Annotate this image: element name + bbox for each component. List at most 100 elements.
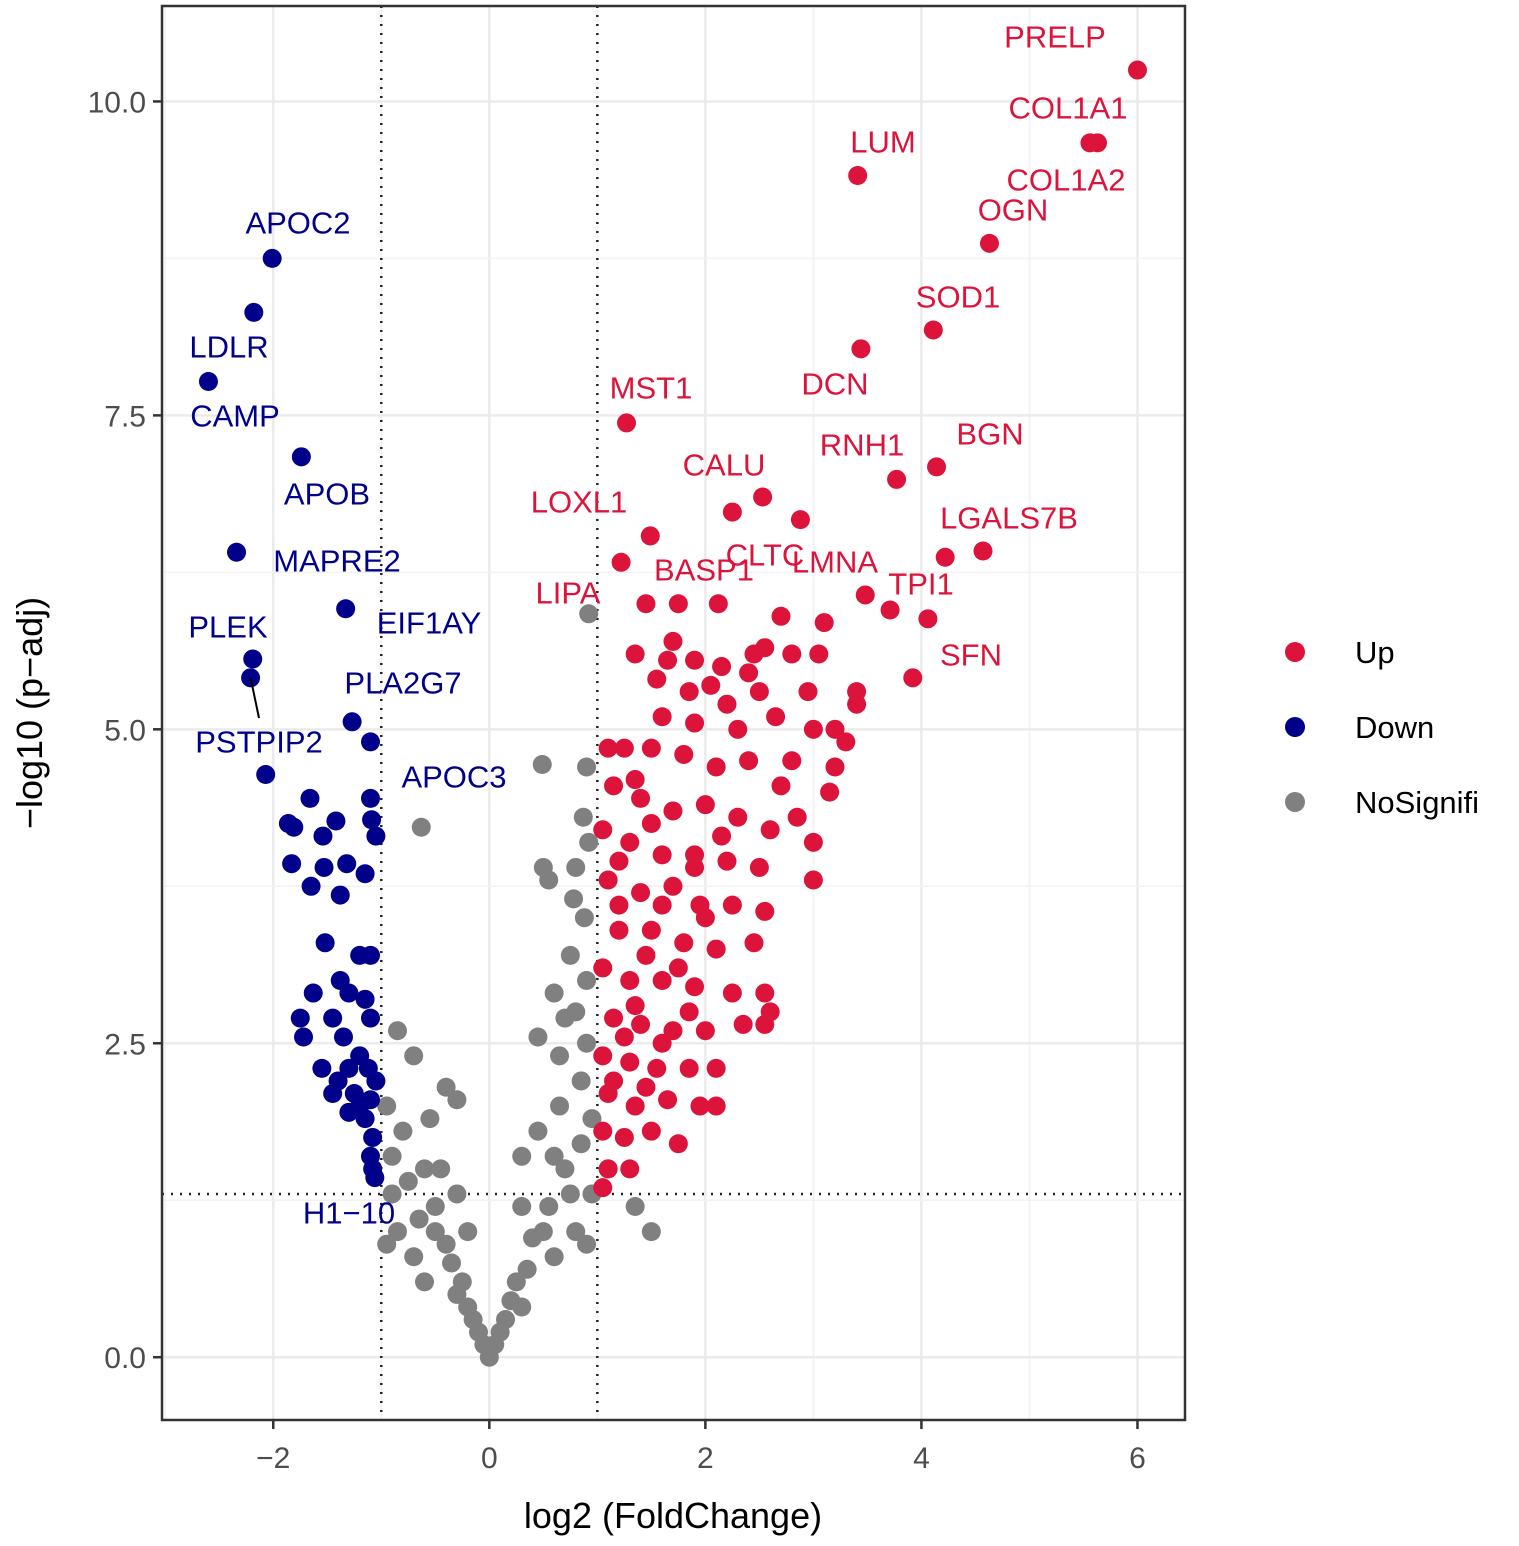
point-down <box>337 854 357 874</box>
point-nosignifi <box>425 1197 445 1217</box>
point-nosignifi <box>425 1222 445 1242</box>
gene-label: LGALS7B <box>940 501 1078 536</box>
point-down <box>256 765 276 785</box>
point-up <box>690 1096 710 1116</box>
point-up <box>695 1021 715 1041</box>
y-tick-label: 2.5 <box>104 1028 146 1061</box>
point-up <box>706 1058 726 1078</box>
labeled-point <box>1080 133 1100 153</box>
point-up <box>809 644 829 664</box>
point-up <box>631 788 651 808</box>
labeled-point <box>753 487 773 507</box>
point-nosignifi <box>436 1077 456 1097</box>
point-up <box>825 757 845 777</box>
point-down <box>350 1096 370 1116</box>
point-up <box>695 795 715 815</box>
point-up <box>706 939 726 959</box>
point-up <box>609 851 629 871</box>
labeled-point <box>579 604 599 624</box>
legend-key-up <box>1285 642 1305 662</box>
point-up <box>636 945 656 965</box>
gene-label: LOXL1 <box>531 485 628 520</box>
point-up <box>782 644 802 664</box>
gene-label: PLEK <box>188 610 268 645</box>
point-nosignifi <box>377 1096 397 1116</box>
point-down <box>312 1058 332 1078</box>
legend-key-down <box>1285 717 1305 737</box>
point-down <box>294 1027 314 1047</box>
gene-label: TPI1 <box>888 567 953 602</box>
point-nosignifi <box>566 1222 586 1242</box>
point-up <box>663 1021 683 1041</box>
labeled-point <box>360 732 380 752</box>
point-nosignifi <box>490 1322 510 1342</box>
point-nosignifi <box>415 1159 435 1179</box>
point-up <box>593 1046 613 1066</box>
point-up <box>668 1134 688 1154</box>
x-tick-label: 2 <box>697 1442 714 1475</box>
point-up <box>647 1058 667 1078</box>
labeled-point <box>722 502 742 522</box>
labeled-point <box>227 542 247 562</box>
gene-label: LUM <box>850 125 915 160</box>
point-up <box>641 1121 661 1141</box>
point-up <box>847 694 867 714</box>
point-nosignifi <box>409 1209 429 1229</box>
point-nosignifi <box>564 889 584 909</box>
point-nosignifi <box>571 1134 591 1154</box>
point-down <box>328 1071 348 1091</box>
point-nosignifi <box>517 1259 537 1279</box>
gene-label: OGN <box>978 193 1049 228</box>
point-nosignifi <box>411 817 431 837</box>
point-up <box>803 870 823 890</box>
point-nosignifi <box>566 857 586 877</box>
point-nosignifi <box>398 1171 418 1191</box>
point-up <box>798 682 818 702</box>
gene-label: COL1A1 <box>1009 91 1128 126</box>
point-nosignifi <box>415 1272 435 1292</box>
point-nosignifi <box>550 1096 570 1116</box>
point-up <box>611 552 631 572</box>
point-up <box>695 908 715 928</box>
point-down <box>326 811 346 831</box>
point-down <box>360 788 380 808</box>
point-up <box>708 594 728 614</box>
gene-label: APOB <box>284 477 370 512</box>
point-up <box>663 631 683 651</box>
point-up <box>598 738 618 758</box>
gene-label: SFN <box>940 638 1002 673</box>
point-nosignifi <box>469 1322 489 1342</box>
point-up <box>636 1077 656 1097</box>
point-up <box>679 1058 699 1078</box>
legend-label: NoSignifi <box>1355 785 1479 820</box>
y-tick-label: 0.0 <box>104 1342 146 1375</box>
point-nosignifi <box>625 1197 645 1217</box>
point-nosignifi <box>506 1272 526 1292</box>
point-nosignifi <box>533 1222 553 1242</box>
gene-label: CLTC <box>726 538 805 573</box>
point-up <box>652 895 672 915</box>
point-up <box>679 1002 699 1022</box>
point-nosignifi <box>641 1222 661 1242</box>
point-down <box>339 983 359 1003</box>
point-up <box>652 1033 672 1053</box>
legend-label: Up <box>1355 635 1395 670</box>
point-up <box>598 870 618 890</box>
point-up <box>620 1052 640 1072</box>
gene-label: PRELP <box>1004 20 1106 55</box>
point-up <box>706 757 726 777</box>
point-nosignifi <box>539 870 559 890</box>
point-nosignifi <box>574 908 594 928</box>
point-up <box>787 807 807 827</box>
point-up <box>766 707 786 727</box>
labeled-point <box>851 339 871 359</box>
point-nosignifi <box>560 945 580 965</box>
point-down <box>339 1058 359 1078</box>
labeled-point <box>935 547 955 567</box>
point-up <box>685 713 705 733</box>
point-up <box>652 707 672 727</box>
gene-labels: PRELP COL1A1 COL1A2 LUM OGN SOD1 DCN MST1 BGN RNH… <box>188 20 1127 1231</box>
point-up <box>701 675 721 695</box>
point-nosignifi <box>387 1021 407 1041</box>
y-tick-label: 10.0 <box>88 86 146 119</box>
